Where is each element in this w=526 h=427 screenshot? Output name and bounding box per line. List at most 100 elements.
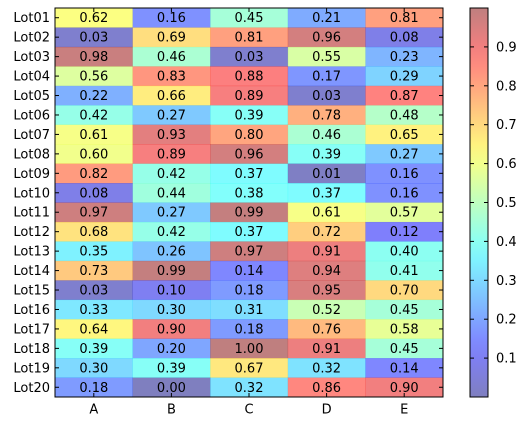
cell-label: 0.96 — [312, 31, 341, 46]
cell-label: 0.64 — [79, 322, 108, 337]
heatmap-cell — [365, 358, 444, 378]
heatmap-cell — [365, 163, 444, 184]
heatmap-cell — [55, 241, 133, 262]
cell-label: 0.88 — [235, 70, 264, 85]
heatmap-cell — [55, 260, 133, 281]
heatmap-cell — [132, 66, 211, 87]
cell-label: 0.39 — [79, 342, 108, 357]
cell-label: 0.30 — [157, 303, 186, 318]
cell-label: 0.42 — [157, 225, 186, 240]
cell-label: 0.03 — [312, 89, 341, 104]
colorbar-tick-label: 0.7 — [496, 118, 517, 133]
heatmap-cell — [210, 377, 289, 398]
heatmap-cell — [132, 319, 211, 339]
x-tick-label: E — [400, 403, 408, 418]
cell-label: 0.61 — [312, 206, 341, 221]
cell-label: 0.73 — [79, 264, 108, 279]
heatmap-cell — [287, 85, 366, 106]
cell-label: 0.39 — [312, 147, 341, 162]
y-tick-label: Lot01 — [13, 11, 50, 26]
cell-label: 0.40 — [390, 245, 419, 260]
cell-label: 0.45 — [390, 342, 419, 357]
heatmap-cell — [55, 163, 133, 184]
heatmap-cell — [210, 221, 289, 242]
cell-label: 0.35 — [79, 245, 108, 260]
heatmap-cell — [365, 144, 444, 164]
heatmap-cell — [132, 105, 211, 125]
heatmap-cell — [210, 144, 289, 164]
colorbar-tick-label: 0.2 — [496, 313, 517, 328]
heatmap-cell — [365, 85, 444, 106]
heatmap-cell — [365, 46, 444, 67]
heatmap-cell — [132, 377, 211, 398]
colorbar-tick-label: 0.6 — [496, 157, 517, 172]
cell-label: 0.37 — [235, 225, 264, 240]
x-tick-label: D — [322, 403, 332, 418]
heatmap-cell — [132, 27, 211, 48]
heatmap-cell — [287, 221, 366, 242]
heatmap-cell — [287, 280, 366, 301]
heatmap-cell — [55, 144, 133, 164]
heatmap-cell — [132, 85, 211, 106]
heatmap-cell — [132, 202, 211, 223]
cell-label: 0.91 — [312, 245, 341, 260]
heatmap-cell — [365, 280, 444, 301]
cell-label: 0.18 — [79, 381, 108, 396]
heatmap-cell — [365, 183, 444, 203]
heatmap-cell — [210, 124, 289, 145]
cell-label: 0.72 — [312, 225, 341, 240]
y-tick-label: Lot18 — [13, 342, 50, 357]
cell-label: 0.29 — [390, 70, 419, 85]
cell-label: 0.27 — [157, 206, 186, 221]
cell-label: 0.82 — [79, 167, 108, 182]
cell-label: 0.66 — [157, 89, 186, 104]
heatmap-cell — [55, 221, 133, 242]
heatmap-cell — [287, 377, 366, 398]
cell-label: 0.99 — [157, 264, 186, 279]
heatmap-cell — [365, 27, 444, 48]
heatmap-cell — [287, 124, 366, 145]
y-tick-label: Lot07 — [13, 128, 50, 143]
cell-label: 0.16 — [390, 167, 419, 182]
heatmap-cell — [287, 338, 366, 359]
cell-label: 0.99 — [235, 206, 264, 221]
x-tick-label: A — [89, 403, 98, 418]
heatmap-cell — [287, 202, 366, 223]
cell-label: 0.30 — [79, 361, 108, 376]
cell-label: 0.87 — [390, 89, 419, 104]
cell-label: 0.80 — [235, 128, 264, 143]
cell-label: 0.14 — [390, 361, 419, 376]
heatmap-cell — [55, 66, 133, 87]
heatmap-cell — [210, 280, 289, 301]
heatmap-cell — [365, 377, 444, 398]
heatmap-cell — [210, 163, 289, 184]
cell-label: 0.90 — [390, 381, 419, 396]
y-tick-label: Lot17 — [13, 322, 50, 337]
colorbar-tick-label: 0.4 — [496, 235, 517, 250]
heatmap-cell — [210, 358, 289, 378]
cell-label: 0.22 — [79, 89, 108, 104]
cell-label: 0.03 — [79, 31, 108, 46]
heatmap-cell — [365, 260, 444, 281]
cell-label: 0.76 — [312, 322, 341, 337]
y-tick-label: Lot11 — [13, 206, 50, 221]
heatmap-cell — [287, 260, 366, 281]
cell-label: 0.52 — [312, 303, 341, 318]
cell-label: 0.69 — [157, 31, 186, 46]
cell-label: 0.97 — [79, 206, 108, 221]
cell-label: 0.57 — [390, 206, 419, 221]
cell-label: 0.26 — [157, 245, 186, 260]
heatmap-cell — [210, 66, 289, 87]
heatmap-cell — [210, 260, 289, 281]
heatmap-cell — [287, 46, 366, 67]
cell-label: 0.83 — [157, 70, 186, 85]
cell-label: 0.55 — [312, 50, 341, 65]
colorbar-tick-label: 0.9 — [496, 40, 517, 55]
cell-label: 0.70 — [390, 284, 419, 299]
y-tick-label: Lot06 — [13, 108, 50, 123]
heatmap-cell — [287, 241, 366, 262]
heatmap-cell — [55, 85, 133, 106]
heatmap-cell — [365, 105, 444, 125]
colorbar-tick-label: 0.8 — [496, 79, 517, 94]
